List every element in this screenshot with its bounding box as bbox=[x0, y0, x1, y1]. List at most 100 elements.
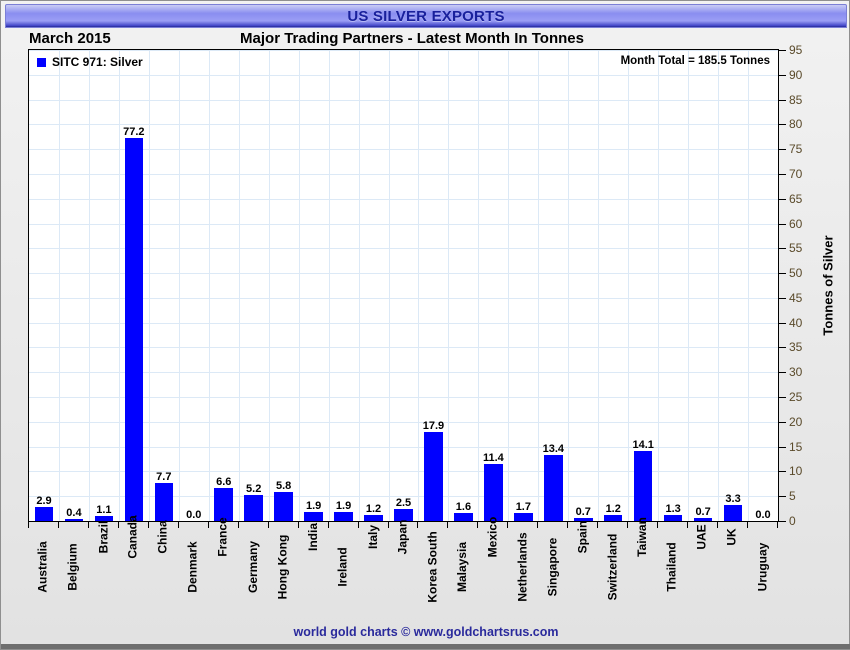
window-title-bar: US SILVER EXPORTS bbox=[5, 4, 847, 28]
gridline-horizontal bbox=[29, 471, 778, 473]
bar[interactable] bbox=[154, 482, 174, 521]
bar-item[interactable]: 5.2 bbox=[239, 483, 269, 521]
bar-item[interactable]: 1.9 bbox=[299, 500, 329, 521]
bar[interactable] bbox=[34, 506, 54, 521]
bar[interactable] bbox=[94, 515, 114, 521]
bar-item[interactable]: 0.7 bbox=[568, 506, 598, 521]
bar[interactable] bbox=[693, 517, 713, 521]
bar-value-label: 1.1 bbox=[96, 503, 112, 516]
x-axis-tick-label-text: Italy bbox=[365, 524, 380, 550]
chart-subtitle: Major Trading Partners - Latest Month In… bbox=[240, 30, 584, 47]
bar[interactable] bbox=[274, 492, 293, 521]
bar-value-label: 5.8 bbox=[276, 480, 292, 493]
bar-item[interactable]: 1.7 bbox=[508, 501, 538, 521]
bar-item[interactable]: 17.9 bbox=[418, 420, 448, 521]
bar[interactable] bbox=[334, 511, 353, 521]
x-axis-tick-label: Hong Kong bbox=[276, 530, 290, 600]
gridline-vertical bbox=[329, 50, 330, 521]
y-axis-tick-label: 65 bbox=[789, 191, 803, 206]
bar-series: 2.9 0.4 1.1 77.2 7.7 0.0 6.6 5.2 5.8 1.9 1.9 1.2 2.5… bbox=[29, 50, 778, 521]
bar-item[interactable]: 2.9 bbox=[29, 495, 59, 521]
y-axis-tick bbox=[779, 521, 786, 522]
bottom-bar bbox=[1, 644, 850, 649]
x-axis-tick bbox=[777, 522, 778, 528]
bar-value-label: 0.7 bbox=[575, 505, 591, 518]
bar-item[interactable]: 7.7 bbox=[149, 471, 179, 521]
gridline-horizontal bbox=[29, 421, 778, 423]
plot-area: SITC 971: Silver Month Total = 185.5 Ton… bbox=[28, 49, 779, 522]
x-axis-tick-label: Canada bbox=[126, 515, 140, 558]
bar-item[interactable]: 1.2 bbox=[598, 503, 628, 521]
x-axis-tick bbox=[717, 522, 718, 528]
bar-item[interactable]: 1.6 bbox=[448, 501, 478, 521]
gridline-vertical bbox=[748, 50, 749, 521]
bar[interactable] bbox=[603, 515, 623, 521]
bar[interactable] bbox=[304, 511, 323, 521]
bar-item[interactable]: 0.0 bbox=[179, 509, 209, 521]
x-axis-tick bbox=[208, 522, 209, 528]
gridline-horizontal bbox=[29, 273, 778, 275]
gridline-horizontal bbox=[29, 223, 778, 225]
y-axis-tick-label: 95 bbox=[789, 43, 803, 57]
bar-item[interactable]: 0.7 bbox=[688, 506, 718, 521]
bar[interactable] bbox=[633, 451, 653, 521]
bar-item[interactable]: 0.4 bbox=[59, 507, 89, 521]
x-axis-tick-label: UAE bbox=[695, 524, 709, 549]
bar-value-label: 11.4 bbox=[482, 452, 504, 465]
bar[interactable] bbox=[64, 519, 84, 521]
bar-item[interactable]: 14.1 bbox=[628, 439, 658, 521]
bar-item[interactable]: 1.9 bbox=[329, 500, 359, 521]
x-axis-tick-label: Ireland bbox=[336, 530, 350, 586]
bar[interactable] bbox=[124, 138, 144, 521]
gridline-vertical bbox=[448, 50, 449, 521]
y-axis-tick bbox=[779, 223, 786, 225]
y-axis-tick bbox=[779, 124, 786, 126]
gridline-vertical bbox=[179, 50, 180, 521]
bar-item[interactable]: 0.0 bbox=[748, 509, 778, 521]
bar[interactable] bbox=[573, 517, 593, 521]
bar-item[interactable]: 5.8 bbox=[269, 480, 299, 521]
bar[interactable] bbox=[244, 495, 263, 521]
bar-item[interactable]: 11.4 bbox=[478, 452, 508, 521]
y-axis-tick bbox=[779, 173, 786, 175]
y-axis: 0 5 10 15 20 25 30 35 40 45 50 55 60 65 70 75 80 85 90 95 bbox=[779, 43, 819, 528]
x-axis-tick-label: Uruguay bbox=[755, 530, 769, 592]
bar-item[interactable]: 13.4 bbox=[538, 443, 568, 521]
bar[interactable] bbox=[484, 464, 503, 521]
x-axis-tick-label: France bbox=[216, 517, 230, 556]
bar-value-label: 17.9 bbox=[422, 420, 445, 433]
bar-item[interactable]: 1.2 bbox=[359, 503, 389, 521]
bar-value-label: 1.9 bbox=[335, 499, 352, 512]
legend-swatch-icon bbox=[37, 57, 46, 67]
bar[interactable] bbox=[394, 508, 413, 521]
x-axis-tick bbox=[328, 522, 329, 528]
subtitle-row: March 2015 Major Trading Partners - Late… bbox=[7, 30, 845, 49]
bar[interactable] bbox=[544, 454, 563, 521]
x-axis-tick bbox=[178, 522, 179, 528]
x-axis-tick-label-text: Singapore bbox=[545, 537, 560, 597]
bar-item[interactable]: 77.2 bbox=[119, 126, 149, 521]
bar-item[interactable]: 1.3 bbox=[658, 503, 688, 521]
x-axis-tick-label-text: Switzerland bbox=[605, 533, 620, 601]
bar[interactable] bbox=[214, 488, 233, 521]
gridline-horizontal bbox=[29, 248, 778, 250]
bar-item[interactable]: 6.6 bbox=[209, 476, 239, 521]
bar[interactable] bbox=[454, 513, 473, 521]
bar[interactable] bbox=[364, 515, 383, 521]
bar-value-label: 14.1 bbox=[632, 439, 654, 452]
x-axis-tick-label-text: Spain bbox=[575, 520, 590, 554]
bar[interactable] bbox=[663, 514, 683, 521]
bar[interactable] bbox=[424, 432, 443, 521]
bar-value-label: 7.7 bbox=[156, 470, 172, 483]
gridline-horizontal bbox=[29, 496, 778, 498]
bar-item[interactable]: 3.3 bbox=[718, 493, 748, 521]
x-axis-tick-label: Spain bbox=[575, 521, 589, 554]
legend-label: SITC 971: Silver bbox=[52, 55, 143, 69]
bar[interactable] bbox=[723, 504, 743, 521]
gridline-vertical bbox=[628, 50, 629, 521]
bar[interactable] bbox=[514, 512, 533, 521]
bar-item[interactable]: 1.1 bbox=[89, 504, 119, 521]
gridline-vertical bbox=[359, 50, 360, 521]
bar-item[interactable]: 2.5 bbox=[389, 497, 419, 521]
y-axis-tick-label: 55 bbox=[789, 241, 803, 256]
